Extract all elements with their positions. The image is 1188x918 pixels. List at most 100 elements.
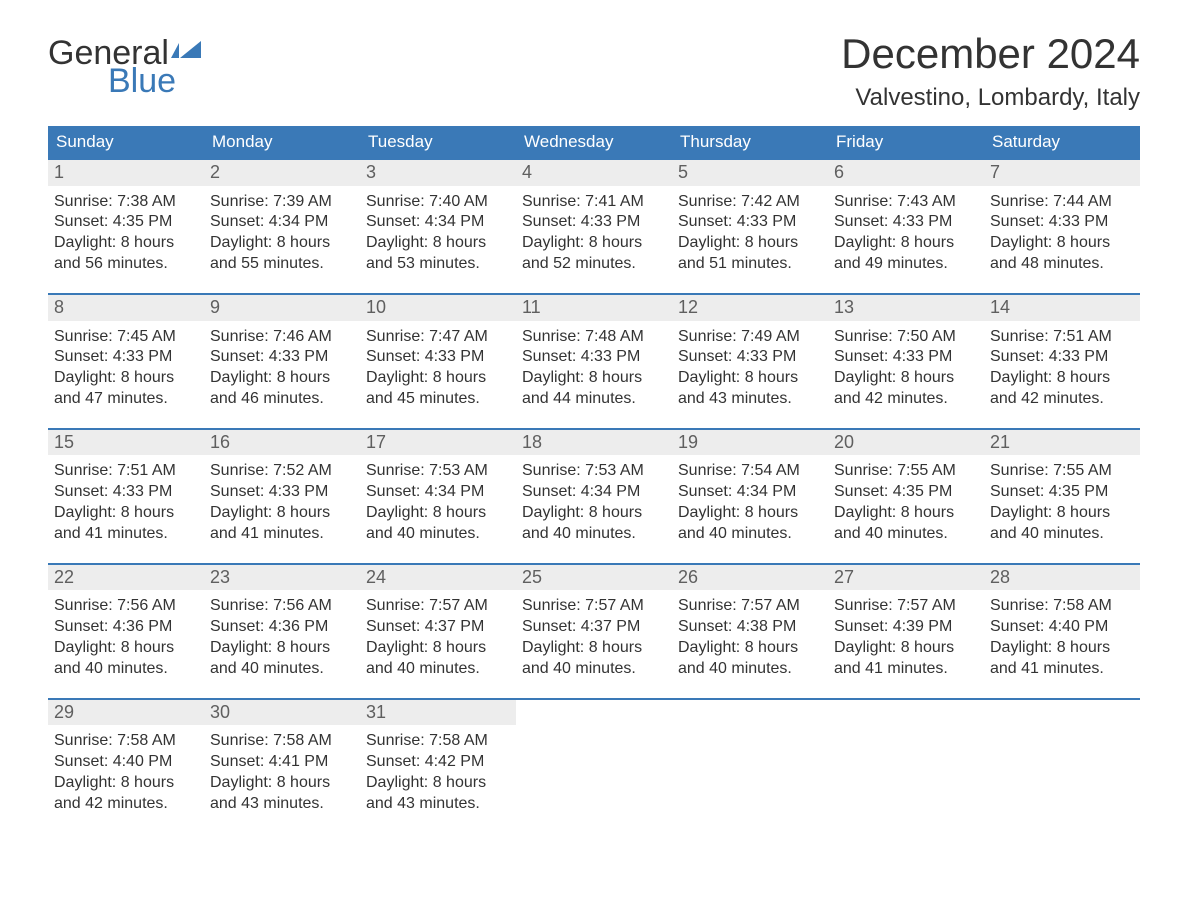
day-line-sunrise: Sunrise: 7:45 AM: [54, 327, 198, 348]
day-number: 24: [360, 565, 516, 591]
day-cell: 17Sunrise: 7:53 AMSunset: 4:34 PMDayligh…: [360, 430, 516, 547]
day-line-sunrise: Sunrise: 7:56 AM: [54, 596, 198, 617]
day-cell: 19Sunrise: 7:54 AMSunset: 4:34 PMDayligh…: [672, 430, 828, 547]
day-line-d1: Daylight: 8 hours: [990, 503, 1134, 524]
day-line-d2: and 40 minutes.: [678, 524, 822, 545]
day-line-d1: Daylight: 8 hours: [522, 368, 666, 389]
day-line-d2: and 42 minutes.: [990, 389, 1134, 410]
day-line-sunrise: Sunrise: 7:58 AM: [54, 731, 198, 752]
day-line-d2: and 43 minutes.: [210, 794, 354, 815]
day-line-sunrise: Sunrise: 7:38 AM: [54, 192, 198, 213]
day-cell: 26Sunrise: 7:57 AMSunset: 4:38 PMDayligh…: [672, 565, 828, 682]
day-line-d1: Daylight: 8 hours: [54, 503, 198, 524]
day-body: Sunrise: 7:58 AMSunset: 4:40 PMDaylight:…: [984, 590, 1140, 681]
day-cell: 7Sunrise: 7:44 AMSunset: 4:33 PMDaylight…: [984, 160, 1140, 277]
day-body: Sunrise: 7:43 AMSunset: 4:33 PMDaylight:…: [828, 186, 984, 277]
day-body: Sunrise: 7:38 AMSunset: 4:35 PMDaylight:…: [48, 186, 204, 277]
day-line-sunrise: Sunrise: 7:58 AM: [990, 596, 1134, 617]
day-cell: 13Sunrise: 7:50 AMSunset: 4:33 PMDayligh…: [828, 295, 984, 412]
day-line-sunrise: Sunrise: 7:50 AM: [834, 327, 978, 348]
day-line-d2: and 43 minutes.: [678, 389, 822, 410]
day-line-d1: Daylight: 8 hours: [522, 233, 666, 254]
day-number: 5: [672, 160, 828, 186]
day-line-sunrise: Sunrise: 7:57 AM: [366, 596, 510, 617]
day-line-d2: and 44 minutes.: [522, 389, 666, 410]
day-line-sunrise: Sunrise: 7:47 AM: [366, 327, 510, 348]
day-number: 30: [204, 700, 360, 726]
day-line-d2: and 53 minutes.: [366, 254, 510, 275]
day-body: Sunrise: 7:52 AMSunset: 4:33 PMDaylight:…: [204, 455, 360, 546]
day-cell: 23Sunrise: 7:56 AMSunset: 4:36 PMDayligh…: [204, 565, 360, 682]
day-line-sunrise: Sunrise: 7:55 AM: [990, 461, 1134, 482]
day-cell: 28Sunrise: 7:58 AMSunset: 4:40 PMDayligh…: [984, 565, 1140, 682]
day-line-sunrise: Sunrise: 7:43 AM: [834, 192, 978, 213]
day-number: 17: [360, 430, 516, 456]
day-line-sunset: Sunset: 4:33 PM: [366, 347, 510, 368]
day-line-d1: Daylight: 8 hours: [990, 233, 1134, 254]
day-cell: 21Sunrise: 7:55 AMSunset: 4:35 PMDayligh…: [984, 430, 1140, 547]
dow-cell: Wednesday: [516, 126, 672, 158]
logo-word-2: Blue: [108, 64, 201, 98]
day-cell: 10Sunrise: 7:47 AMSunset: 4:33 PMDayligh…: [360, 295, 516, 412]
day-cell: 22Sunrise: 7:56 AMSunset: 4:36 PMDayligh…: [48, 565, 204, 682]
day-cell: 3Sunrise: 7:40 AMSunset: 4:34 PMDaylight…: [360, 160, 516, 277]
day-body: Sunrise: 7:57 AMSunset: 4:38 PMDaylight:…: [672, 590, 828, 681]
day-cell: [516, 700, 672, 817]
day-line-sunrise: Sunrise: 7:46 AM: [210, 327, 354, 348]
week-row: 15Sunrise: 7:51 AMSunset: 4:33 PMDayligh…: [48, 428, 1140, 547]
day-line-sunrise: Sunrise: 7:42 AM: [678, 192, 822, 213]
day-line-sunrise: Sunrise: 7:44 AM: [990, 192, 1134, 213]
day-line-d2: and 41 minutes.: [210, 524, 354, 545]
day-line-d2: and 40 minutes.: [210, 659, 354, 680]
day-line-d2: and 48 minutes.: [990, 254, 1134, 275]
day-cell: 20Sunrise: 7:55 AMSunset: 4:35 PMDayligh…: [828, 430, 984, 547]
day-cell: 24Sunrise: 7:57 AMSunset: 4:37 PMDayligh…: [360, 565, 516, 682]
day-line-d1: Daylight: 8 hours: [210, 773, 354, 794]
day-cell: 11Sunrise: 7:48 AMSunset: 4:33 PMDayligh…: [516, 295, 672, 412]
day-body: Sunrise: 7:53 AMSunset: 4:34 PMDaylight:…: [360, 455, 516, 546]
day-body: Sunrise: 7:45 AMSunset: 4:33 PMDaylight:…: [48, 321, 204, 412]
day-body: Sunrise: 7:57 AMSunset: 4:37 PMDaylight:…: [516, 590, 672, 681]
day-line-sunset: Sunset: 4:35 PM: [834, 482, 978, 503]
day-number: 2: [204, 160, 360, 186]
day-cell: 15Sunrise: 7:51 AMSunset: 4:33 PMDayligh…: [48, 430, 204, 547]
day-body: Sunrise: 7:54 AMSunset: 4:34 PMDaylight:…: [672, 455, 828, 546]
day-line-sunset: Sunset: 4:40 PM: [990, 617, 1134, 638]
day-body: Sunrise: 7:49 AMSunset: 4:33 PMDaylight:…: [672, 321, 828, 412]
day-line-sunset: Sunset: 4:34 PM: [366, 212, 510, 233]
day-number: 12: [672, 295, 828, 321]
day-line-d2: and 40 minutes.: [522, 659, 666, 680]
day-line-sunrise: Sunrise: 7:41 AM: [522, 192, 666, 213]
day-line-sunset: Sunset: 4:41 PM: [210, 752, 354, 773]
day-line-sunrise: Sunrise: 7:39 AM: [210, 192, 354, 213]
day-cell: 12Sunrise: 7:49 AMSunset: 4:33 PMDayligh…: [672, 295, 828, 412]
day-number: 19: [672, 430, 828, 456]
day-line-d2: and 56 minutes.: [54, 254, 198, 275]
day-line-sunset: Sunset: 4:36 PM: [54, 617, 198, 638]
day-body: Sunrise: 7:41 AMSunset: 4:33 PMDaylight:…: [516, 186, 672, 277]
day-line-sunset: Sunset: 4:34 PM: [678, 482, 822, 503]
day-line-d2: and 43 minutes.: [366, 794, 510, 815]
day-line-sunset: Sunset: 4:33 PM: [54, 347, 198, 368]
day-line-sunset: Sunset: 4:33 PM: [54, 482, 198, 503]
day-line-sunset: Sunset: 4:33 PM: [522, 212, 666, 233]
day-number: 4: [516, 160, 672, 186]
day-line-sunrise: Sunrise: 7:52 AM: [210, 461, 354, 482]
day-line-d2: and 52 minutes.: [522, 254, 666, 275]
day-number: 14: [984, 295, 1140, 321]
day-cell: 29Sunrise: 7:58 AMSunset: 4:40 PMDayligh…: [48, 700, 204, 817]
day-cell: 27Sunrise: 7:57 AMSunset: 4:39 PMDayligh…: [828, 565, 984, 682]
day-line-d2: and 40 minutes.: [522, 524, 666, 545]
day-line-d1: Daylight: 8 hours: [54, 233, 198, 254]
day-number: 28: [984, 565, 1140, 591]
day-line-d2: and 51 minutes.: [678, 254, 822, 275]
day-line-d1: Daylight: 8 hours: [54, 773, 198, 794]
day-cell: 4Sunrise: 7:41 AMSunset: 4:33 PMDaylight…: [516, 160, 672, 277]
day-body: Sunrise: 7:42 AMSunset: 4:33 PMDaylight:…: [672, 186, 828, 277]
day-line-d1: Daylight: 8 hours: [366, 503, 510, 524]
day-line-d1: Daylight: 8 hours: [678, 368, 822, 389]
day-number: 27: [828, 565, 984, 591]
day-cell: [672, 700, 828, 817]
day-line-d1: Daylight: 8 hours: [834, 233, 978, 254]
day-number: 13: [828, 295, 984, 321]
